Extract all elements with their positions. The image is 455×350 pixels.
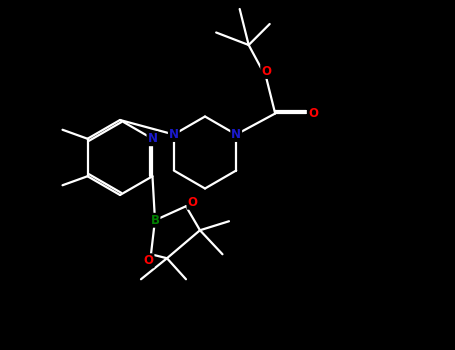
Text: O: O [261,65,271,78]
Text: N: N [169,128,179,141]
Text: O: O [187,196,197,209]
Text: B: B [151,214,159,227]
Text: N: N [147,132,157,145]
Text: O: O [143,254,153,267]
Text: O: O [308,107,318,120]
Text: N: N [231,128,241,141]
